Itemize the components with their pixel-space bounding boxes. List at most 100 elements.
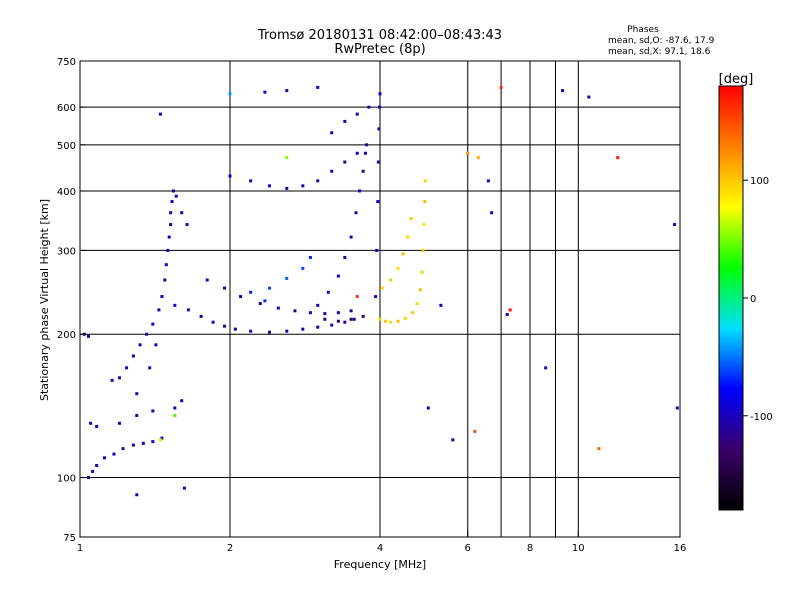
- x-tick-label: 1: [77, 543, 83, 554]
- data-point: [158, 438, 162, 442]
- x-tick-label: 6: [465, 543, 471, 554]
- data-point: [361, 169, 365, 173]
- data-point: [616, 156, 620, 160]
- data-point: [86, 476, 90, 480]
- data-point: [228, 174, 232, 178]
- data-point: [154, 343, 158, 347]
- data-point: [285, 186, 289, 190]
- data-point: [422, 223, 426, 227]
- data-point: [423, 179, 427, 183]
- data-point: [355, 295, 359, 299]
- data-point: [173, 413, 177, 417]
- data-point: [423, 200, 427, 204]
- data-point: [95, 463, 99, 467]
- data-point: [285, 89, 289, 93]
- data-point: [561, 89, 565, 93]
- data-point: [411, 311, 415, 315]
- data-point: [148, 366, 152, 370]
- data-point: [249, 329, 253, 333]
- data-point: [352, 317, 356, 321]
- y-tick-label: 600: [57, 103, 76, 114]
- colorbar-tick-label: -100: [750, 412, 773, 423]
- data-point: [376, 200, 380, 204]
- data-point: [293, 309, 297, 313]
- data-point: [249, 290, 253, 294]
- y-axis-label: Stationary phase Virtual Height [km]: [38, 199, 51, 401]
- data-point: [374, 295, 378, 299]
- data-point: [349, 235, 353, 239]
- data-point: [125, 366, 129, 370]
- data-point: [163, 278, 167, 282]
- y-tick-label: 750: [57, 57, 76, 68]
- data-point: [103, 456, 107, 460]
- data-point: [110, 378, 114, 382]
- data-point: [499, 85, 503, 89]
- grid: [80, 61, 680, 537]
- data-point: [367, 105, 371, 109]
- data-point: [157, 308, 161, 312]
- data-point: [476, 156, 480, 160]
- data-point: [420, 270, 424, 274]
- data-point: [267, 184, 271, 188]
- data-point: [396, 266, 400, 270]
- data-point: [239, 295, 243, 299]
- y-tick-label: 200: [57, 330, 76, 341]
- data-point: [377, 127, 381, 131]
- data-point: [673, 223, 677, 227]
- data-point: [418, 288, 422, 292]
- y-tick-label: 400: [57, 187, 76, 198]
- data-point: [285, 156, 289, 160]
- data-points: [82, 85, 679, 497]
- data-point: [170, 200, 174, 204]
- data-point: [117, 421, 121, 425]
- data-point: [185, 223, 189, 227]
- data-point: [135, 413, 139, 417]
- data-point: [199, 314, 203, 318]
- data-point: [223, 286, 227, 290]
- data-point: [211, 320, 215, 324]
- data-point: [354, 211, 358, 215]
- phase-info-o: mean, sd,O: -87.6, 17.9: [608, 36, 715, 46]
- data-point: [389, 278, 393, 282]
- data-point: [158, 112, 162, 116]
- data-point: [135, 392, 139, 396]
- data-point: [415, 302, 419, 306]
- y-tick-label: 500: [57, 141, 76, 152]
- y-tick-label: 100: [57, 474, 76, 485]
- data-point: [301, 184, 305, 188]
- data-point: [355, 112, 359, 116]
- data-point: [263, 90, 267, 94]
- data-point: [258, 302, 262, 306]
- data-point: [375, 248, 379, 252]
- data-point: [330, 323, 334, 327]
- data-point: [316, 85, 320, 89]
- data-point: [164, 263, 168, 267]
- data-point: [316, 303, 320, 307]
- data-point: [406, 235, 410, 239]
- data-point: [145, 332, 149, 336]
- data-point: [267, 286, 271, 290]
- phase-info-x: mean, sd,X: 97.1, 18.6: [608, 47, 711, 57]
- data-point: [363, 151, 367, 155]
- x-axis-label: Frequency [MHz]: [334, 558, 426, 571]
- x-tick-label: 8: [527, 543, 533, 554]
- data-point: [343, 160, 347, 164]
- data-point: [233, 327, 237, 331]
- data-point: [349, 317, 353, 321]
- phase-info-title: Phases: [627, 25, 659, 35]
- data-point: [378, 317, 382, 321]
- data-point: [451, 438, 455, 442]
- data-point: [228, 92, 232, 96]
- data-point: [182, 486, 186, 490]
- data-point: [138, 343, 142, 347]
- data-point: [505, 313, 509, 317]
- data-point: [365, 143, 369, 147]
- data-point: [166, 248, 170, 252]
- colorbar: [718, 85, 744, 511]
- colorbar-tick-label: 0: [750, 294, 756, 305]
- data-point: [316, 179, 320, 183]
- data-point: [439, 303, 443, 307]
- data-point: [131, 443, 135, 447]
- data-point: [587, 95, 591, 99]
- data-point: [301, 266, 305, 270]
